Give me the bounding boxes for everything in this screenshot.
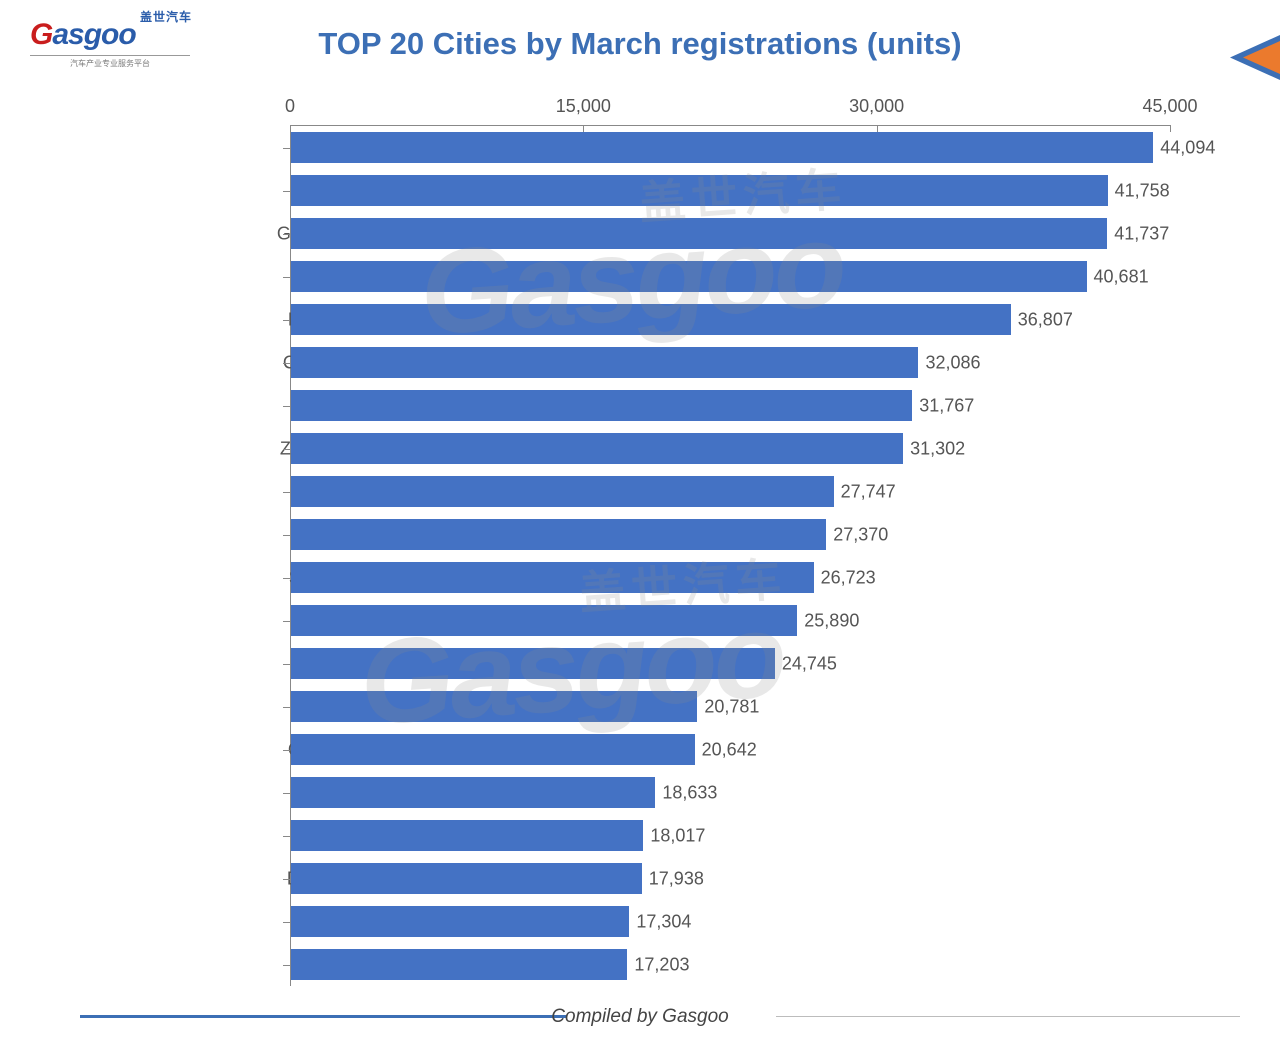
bar-value-label: 27,747 (841, 481, 896, 502)
bar-row: Changsha20,642 (290, 728, 1170, 771)
plot-area: Chengdu44,094Beijing41,758Guangzhou41,73… (290, 126, 1170, 986)
y-tick-mark (283, 320, 290, 321)
bar (291, 820, 643, 851)
bar (291, 519, 826, 550)
bar-row: Dongguan17,938 (290, 857, 1170, 900)
bar (291, 863, 642, 894)
bar-row: Xi'an24,745 (290, 642, 1170, 685)
bar (291, 433, 903, 464)
y-tick-mark (283, 793, 290, 794)
bar (291, 175, 1108, 206)
bar (291, 304, 1011, 335)
x-tick-label: 30,000 (849, 96, 904, 117)
bar (291, 218, 1107, 249)
x-tick-label: 15,000 (556, 96, 611, 117)
bar (291, 261, 1087, 292)
bar (291, 476, 834, 507)
bar-value-label: 17,304 (636, 911, 691, 932)
y-tick-mark (283, 707, 290, 708)
y-tick-mark (283, 406, 290, 407)
x-tick-mark (1170, 125, 1171, 132)
bar-value-label: 27,370 (833, 524, 888, 545)
y-tick-mark (283, 750, 290, 751)
bar (291, 648, 775, 679)
bar-row: Jinhua17,304 (290, 900, 1170, 943)
x-tick-label: 45,000 (1142, 96, 1197, 117)
bar-value-label: 18,633 (662, 782, 717, 803)
bar-row: Wenzhou18,633 (290, 771, 1170, 814)
bar (291, 691, 697, 722)
bar-value-label: 41,758 (1115, 180, 1170, 201)
y-tick-mark (283, 234, 290, 235)
bar (291, 734, 695, 765)
bar-row: Hangzhou36,807 (290, 298, 1170, 341)
bar-value-label: 20,642 (702, 739, 757, 760)
y-tick-mark (283, 449, 290, 450)
brand-logo-cn: 盖世汽车 (140, 8, 192, 25)
chart-area: 015,00030,00045,000 Chengdu44,094Beijing… (190, 86, 1190, 986)
y-tick-mark (283, 965, 290, 966)
bar-value-label: 17,938 (649, 868, 704, 889)
bar (291, 777, 655, 808)
bar-row: Jinan17,203 (290, 943, 1170, 986)
bar-row: Shanghai40,681 (290, 255, 1170, 298)
bar-value-label: 31,767 (919, 395, 974, 416)
bar-row: Tianjin27,370 (290, 513, 1170, 556)
bar-value-label: 36,807 (1018, 309, 1073, 330)
y-tick-mark (283, 277, 290, 278)
bar-row: Suzhou31,767 (290, 384, 1170, 427)
footer-credit: Compiled by Gasgoo (0, 1006, 1280, 1028)
y-tick-mark (283, 879, 290, 880)
bar (291, 605, 797, 636)
bar-row: Guangzhou41,737 (290, 212, 1170, 255)
y-tick-mark (283, 621, 290, 622)
bar (291, 132, 1153, 163)
bar-value-label: 41,737 (1114, 223, 1169, 244)
y-tick-mark (283, 535, 290, 536)
y-tick-mark (283, 363, 290, 364)
bar-row: Ningbo20,781 (290, 685, 1170, 728)
bar-value-label: 32,086 (925, 352, 980, 373)
bar-value-label: 18,017 (650, 825, 705, 846)
bar-row: Zhengzhou31,302 (290, 427, 1170, 470)
bar-value-label: 31,302 (910, 438, 965, 459)
x-axis: 015,00030,00045,000 (290, 86, 1170, 126)
y-tick-mark (283, 922, 290, 923)
chart-title: TOP 20 Cities by March registrations (un… (0, 26, 1280, 62)
bar (291, 562, 814, 593)
bar-row: Nanjing18,017 (290, 814, 1170, 857)
x-tick-label: 0 (285, 96, 295, 117)
bar-row: Chengdu44,094 (290, 126, 1170, 169)
y-tick-mark (283, 492, 290, 493)
bar-row: Beijing41,758 (290, 169, 1170, 212)
bar-value-label: 20,781 (704, 696, 759, 717)
y-tick-mark (283, 148, 290, 149)
bar-value-label: 44,094 (1160, 137, 1215, 158)
bar-row: Shenzhen26,723 (290, 556, 1170, 599)
y-tick-mark (283, 664, 290, 665)
y-tick-mark (283, 578, 290, 579)
y-tick-mark (283, 191, 290, 192)
bar-value-label: 25,890 (804, 610, 859, 631)
bar-value-label: 26,723 (821, 567, 876, 588)
bar (291, 906, 629, 937)
bar (291, 949, 627, 980)
page-root: 盖世汽车 Gasgoo 汽车产业专业服务平台 TOP 20 Cities by … (0, 0, 1280, 1058)
bar-value-label: 17,203 (634, 954, 689, 975)
bar-row: Foshan25,890 (290, 599, 1170, 642)
bar-row: Chongqing32,086 (290, 341, 1170, 384)
bar-value-label: 24,745 (782, 653, 837, 674)
bar (291, 347, 918, 378)
bar (291, 390, 912, 421)
y-tick-mark (283, 836, 290, 837)
bar-value-label: 40,681 (1094, 266, 1149, 287)
bar-row: Wuhan27,747 (290, 470, 1170, 513)
